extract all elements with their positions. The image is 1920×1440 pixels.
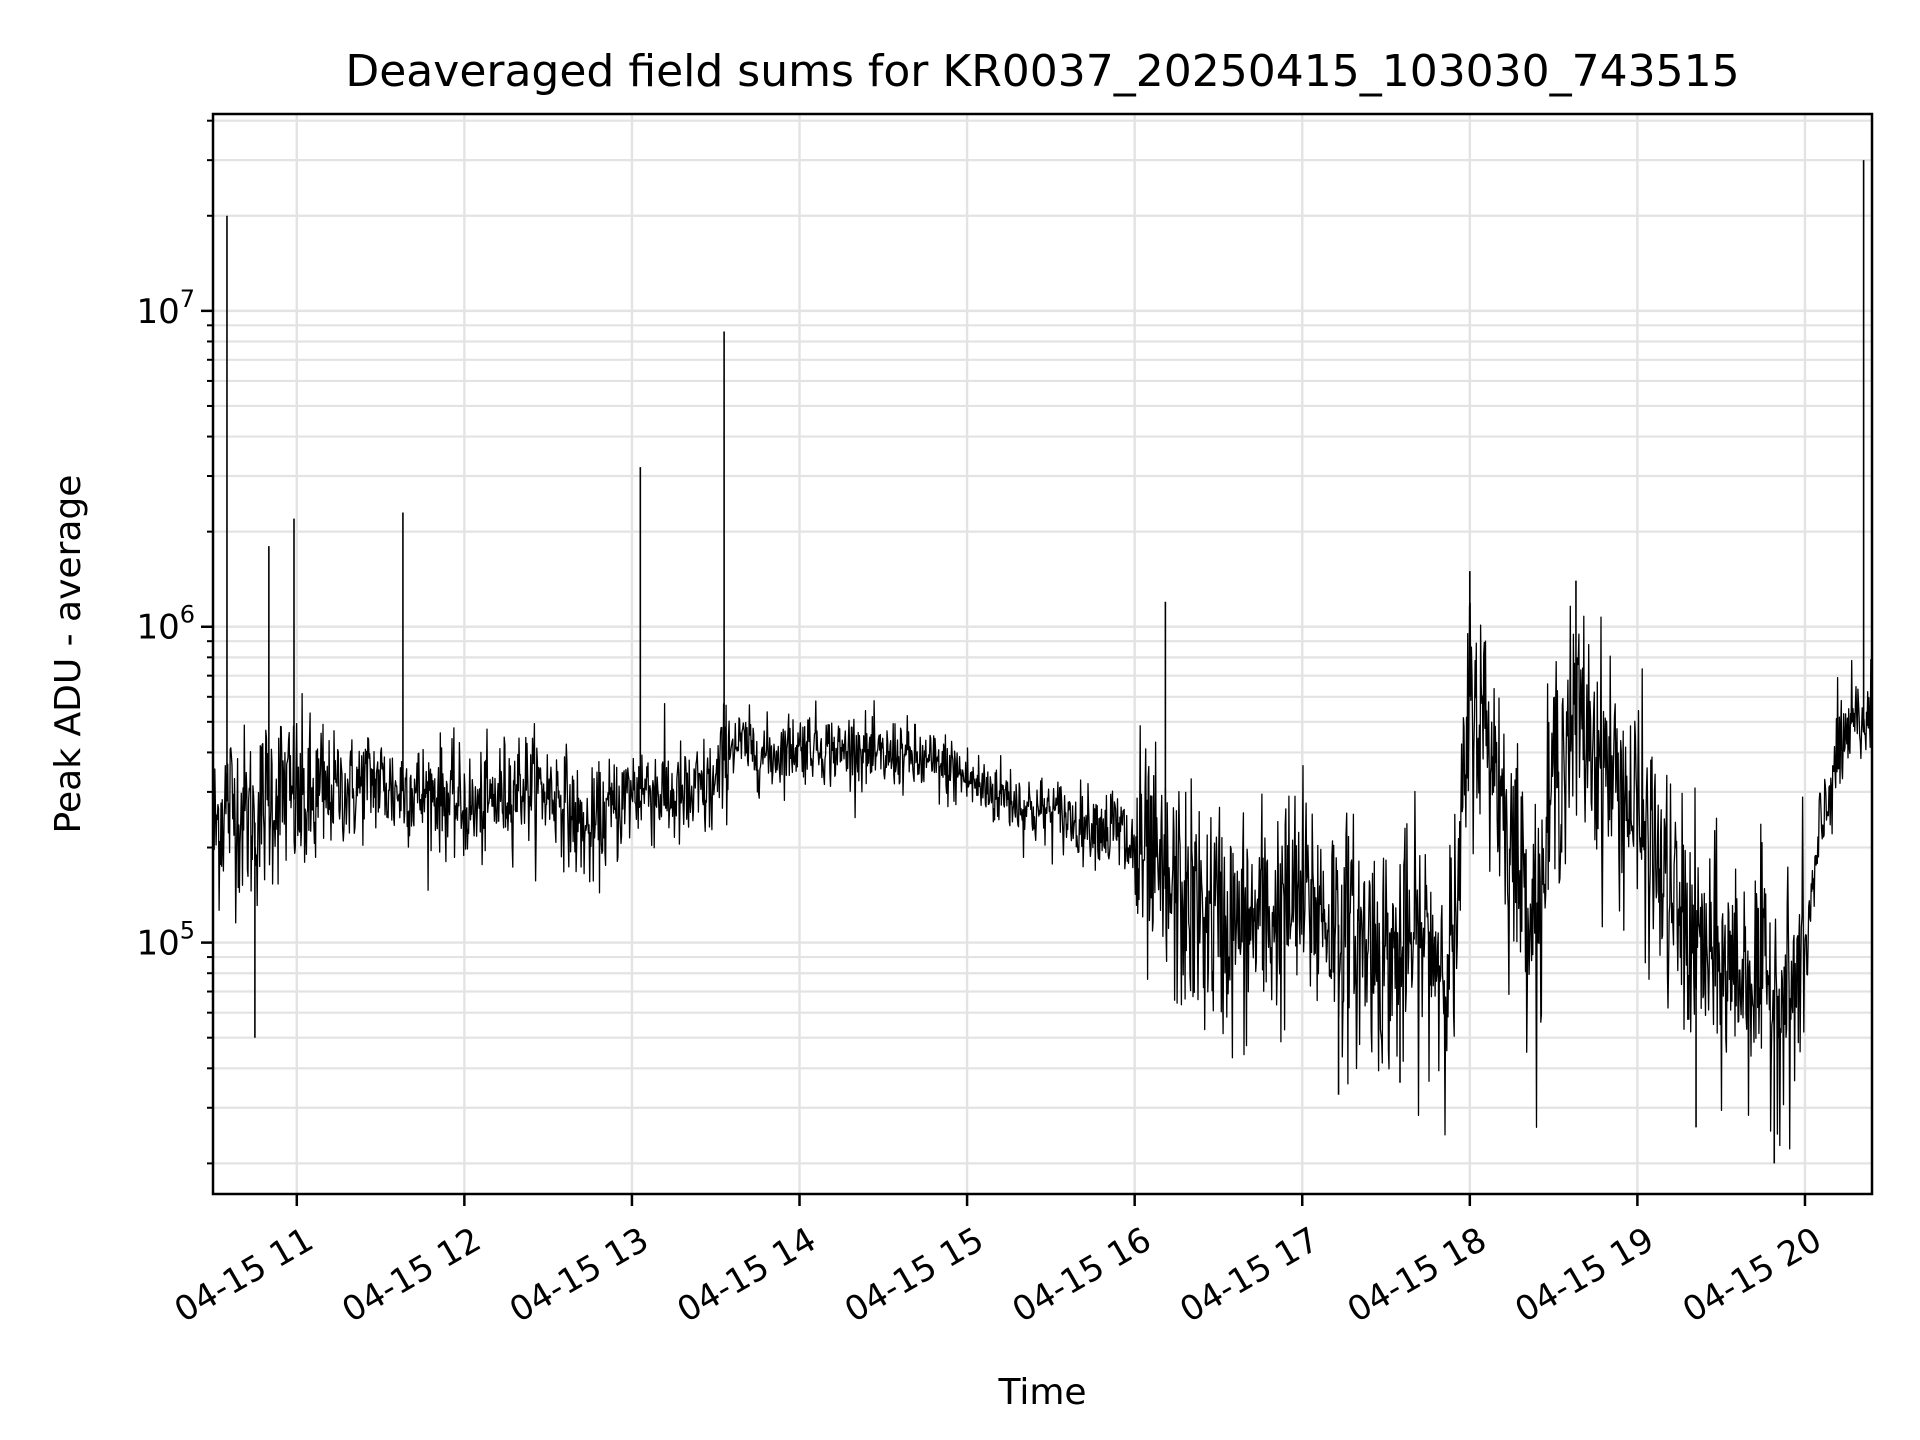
plot-frame: [211, 112, 1874, 1196]
y-tick-label: 107: [136, 285, 195, 332]
plot-series: [212, 160, 1873, 1164]
y-tick-label: 105: [136, 917, 195, 964]
y-tick-label: 106: [136, 601, 195, 648]
series-line: [212, 602, 1873, 1150]
x-axis-label: Time: [997, 1372, 1086, 1413]
chart-title: Deaveraged field sums for KR0037_2025041…: [345, 46, 1739, 97]
y-axis-label: Peak ADU - average: [48, 475, 89, 834]
